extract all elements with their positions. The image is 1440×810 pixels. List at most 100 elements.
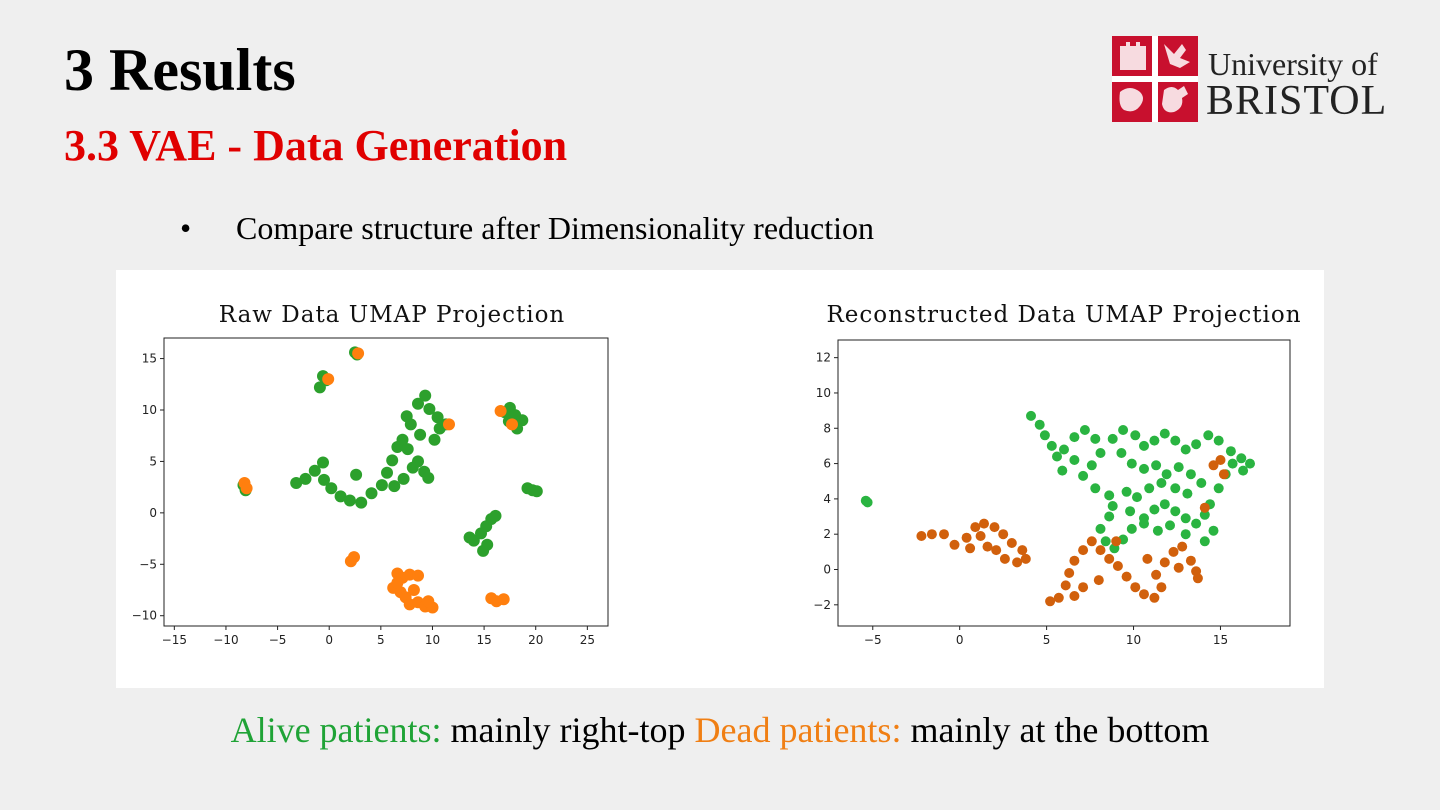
scatter-point-series-1 [412, 569, 424, 582]
scatter-point-series-0 [1104, 511, 1115, 522]
scatter-point-series-1 [1111, 536, 1122, 547]
figure-panel: Raw Data UMAP Projection −15 −10 −5 0 5 10 15 20… [116, 270, 1324, 688]
scatter-point-series-0 [1151, 460, 1162, 471]
scatter-point-series-0 [1039, 430, 1050, 441]
scatter-point-series-0 [414, 428, 427, 441]
caption: Alive patients: mainly right-top Dead pa… [0, 712, 1440, 748]
scatter-point-series-1 [1173, 562, 1184, 573]
scatter-point-series-0 [1245, 458, 1255, 469]
scatter-point-series-1 [1069, 555, 1080, 566]
scatter-point-series-0 [1170, 435, 1181, 446]
scatter-point-series-1 [1159, 557, 1170, 568]
scatter-point-series-0 [1052, 451, 1062, 462]
scatter-point-series-0 [1144, 483, 1155, 494]
scatter-point-series-0 [1139, 518, 1149, 529]
scatter-point-series-1 [916, 531, 927, 541]
scatter-point-series-1 [998, 529, 1009, 540]
y-tick-label: −2 [813, 598, 831, 612]
scatter-point-series-0 [1191, 439, 1202, 450]
scatter-point-series-0 [343, 494, 356, 507]
scatter-point-series-0 [1118, 425, 1129, 435]
x-tick-label: 25 [580, 633, 595, 647]
bullet-text: Compare structure after Dimensionality r… [236, 210, 875, 246]
university-logo: University of BRISTOL [1112, 36, 1402, 122]
scatter-point-series-1 [1086, 536, 1097, 547]
y-tick-label: 5 [149, 454, 157, 468]
scatter-point-series-1 [1149, 592, 1160, 603]
scatter-point-series-0 [381, 466, 393, 479]
slide-title: 3 Results [64, 37, 296, 103]
scatter-point-series-1 [422, 595, 435, 608]
scatter-point-series-0 [299, 472, 312, 485]
scatter-point-series-0 [1034, 419, 1045, 430]
scatter-point-series-1 [1095, 545, 1106, 556]
scatter-point-series-0 [1170, 506, 1181, 517]
scatter-point-series-0 [1238, 465, 1249, 476]
x-tick-label: 10 [425, 633, 440, 647]
scatter-point-series-0 [1069, 455, 1080, 465]
logo-text-bristol: BRISTOL [1206, 78, 1388, 124]
scatter-point-series-0 [1095, 448, 1106, 458]
scatter-point-series-0 [1116, 448, 1127, 458]
scatter-points [860, 410, 1255, 607]
scatter-point-series-0 [355, 496, 368, 509]
scatter-point-series-0 [431, 411, 444, 424]
scatter-points [237, 346, 543, 614]
scatter-point-series-0 [397, 472, 410, 485]
x-tick-label: 20 [528, 633, 543, 647]
scatter-point-series-0 [1161, 469, 1172, 480]
scatter-point-series-0 [1213, 483, 1224, 494]
alive-description: mainly right-top [441, 710, 695, 750]
scatter-point-series-0 [317, 456, 329, 469]
scatter-point-series-0 [1159, 499, 1170, 510]
scatter-point-series-1 [949, 539, 960, 550]
scatter-point-series-1 [1218, 469, 1229, 480]
scatter-point-series-0 [406, 461, 419, 474]
scatter-point-series-0 [428, 433, 441, 446]
y-tick-label: 12 [816, 351, 831, 365]
scatter-point-series-1 [1199, 502, 1210, 513]
x-tick-label: 15 [476, 633, 491, 647]
scatter-point-series-0 [1173, 462, 1184, 473]
scatter-point-series-0 [1107, 501, 1118, 511]
y-tick-label: 0 [149, 506, 157, 520]
scatter-point-series-1 [926, 529, 937, 540]
y-tick-label: −10 [132, 609, 157, 623]
scatter-point-series-0 [318, 473, 330, 486]
dead-patients-label: Dead patients: [694, 710, 902, 750]
scatter-point-series-1 [443, 418, 455, 431]
x-tick-label: −15 [162, 633, 187, 647]
x-tick-label: −5 [864, 633, 882, 647]
scatter-point-series-0 [1046, 440, 1057, 451]
scatter-point-series-0 [1095, 523, 1106, 534]
scatter-point-series-0 [1026, 410, 1036, 421]
alive-patients-label: Alive patients: [230, 710, 442, 750]
scatter-point-series-1 [1192, 573, 1203, 584]
scatter-point-series-0 [1090, 433, 1101, 444]
x-tick-label: 5 [377, 633, 385, 647]
scatter-point-series-1 [1139, 589, 1149, 600]
scatter-point-series-1 [1130, 582, 1141, 593]
scatter-point-series-1 [1185, 555, 1196, 566]
scatter-point-series-1 [1156, 582, 1167, 593]
scatter-point-series-0 [1159, 428, 1170, 439]
scatter-point-series-1 [1121, 571, 1132, 582]
y-tick-label: 6 [823, 457, 831, 471]
scatter-point-series-1 [322, 373, 335, 386]
y-tick-label: 8 [823, 421, 831, 435]
scatter-point-series-0 [1213, 435, 1224, 446]
bristol-crest-icon [1112, 36, 1198, 122]
scatter-point-series-0 [1059, 444, 1069, 455]
subtitle-text: Data Generation [253, 121, 568, 170]
scatter-point-series-0 [325, 482, 338, 495]
y-tick-label: 4 [823, 492, 831, 506]
x-tick-label: 5 [1043, 633, 1051, 647]
raw-umap-scatter-plot: Raw Data UMAP Projection −15 −10 −5 0 5 10 15 20… [132, 302, 609, 647]
scatter-point-series-1 [1012, 557, 1023, 568]
scatter-point-series-1 [1045, 596, 1056, 607]
scatter-point-series-0 [365, 487, 378, 500]
scatter-point-series-0 [1139, 440, 1149, 451]
scatter-point-series-0 [1208, 525, 1219, 536]
scatter-point-series-0 [1180, 529, 1191, 540]
scatter-point-series-1 [989, 522, 1000, 533]
